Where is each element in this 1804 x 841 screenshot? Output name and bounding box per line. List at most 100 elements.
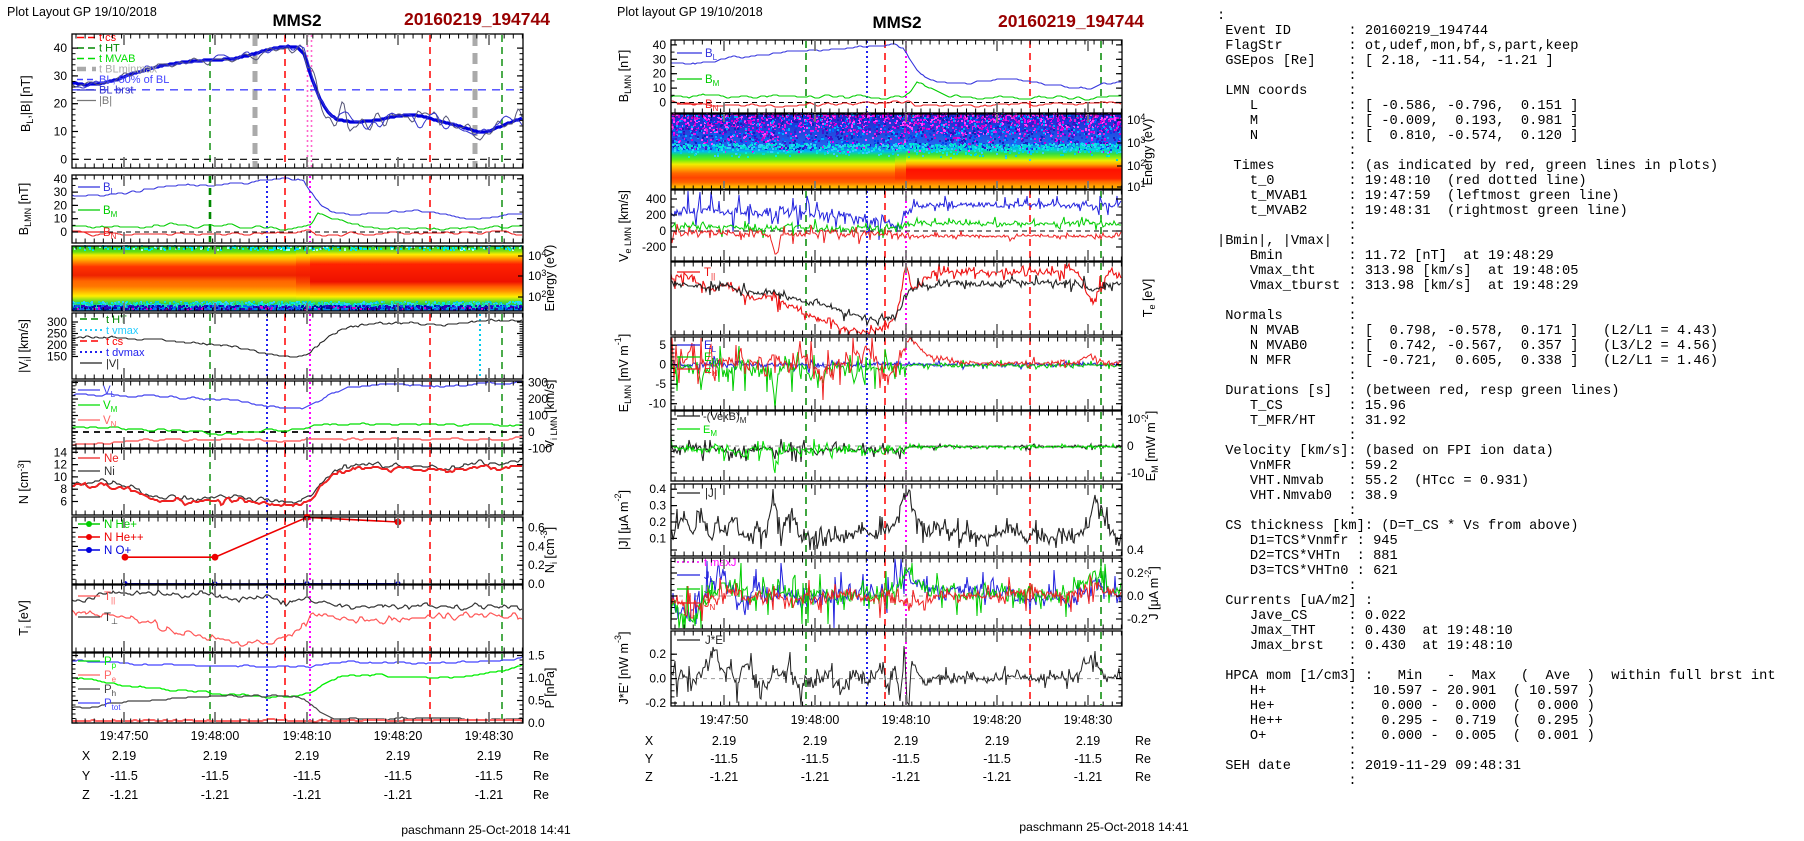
svg-text:-1.21: -1.21 [110, 788, 139, 802]
svg-text:0.2: 0.2 [1127, 566, 1144, 580]
svg-text:0.4: 0.4 [1127, 543, 1144, 557]
svg-text:t MVAB: t MVAB [99, 53, 135, 65]
svg-text:0: 0 [528, 425, 535, 439]
svg-text:2.19: 2.19 [112, 749, 136, 763]
svg-text:Y: Y [82, 769, 91, 783]
svg-text:Z: Z [82, 788, 90, 802]
svg-text:-1.21: -1.21 [1074, 770, 1103, 784]
svg-text:BL, 50% of BL: BL, 50% of BL [99, 74, 169, 86]
svg-text:-10: -10 [649, 397, 667, 411]
svg-text:0.0: 0.0 [528, 577, 545, 591]
svg-text:20: 20 [54, 97, 68, 111]
svg-text:X: X [82, 749, 91, 763]
svg-text:0.4: 0.4 [528, 539, 545, 553]
svg-text:0.4: 0.4 [649, 482, 666, 496]
svg-text:200: 200 [646, 208, 666, 222]
svg-text:t maxJ: t maxJ [704, 557, 736, 569]
svg-text:-0.2: -0.2 [645, 696, 666, 710]
svg-text:J*E': J*E' [705, 635, 725, 647]
svg-text:200: 200 [528, 392, 548, 406]
svg-text:0.2: 0.2 [649, 647, 666, 661]
svg-text:300: 300 [47, 315, 67, 329]
svg-text:-0.2: -0.2 [1127, 612, 1148, 626]
svg-text:Plot Layout GP 19/10/2018: Plot Layout GP 19/10/2018 [7, 5, 157, 19]
svg-text:1.0: 1.0 [528, 671, 545, 685]
svg-text:0.0: 0.0 [1127, 589, 1144, 603]
svg-text:X: X [645, 734, 654, 748]
svg-text:-11.5: -11.5 [110, 769, 138, 783]
svg-text:Re: Re [1135, 734, 1151, 748]
svg-text:300: 300 [528, 376, 548, 390]
svg-text:0.1: 0.1 [649, 531, 666, 545]
svg-text:-1.21: -1.21 [201, 788, 230, 802]
svg-text:10: 10 [54, 125, 68, 139]
svg-text:0.2: 0.2 [649, 515, 666, 529]
svg-text:Re: Re [1135, 770, 1151, 784]
svg-text:2.19: 2.19 [477, 749, 501, 763]
svg-text:Re: Re [533, 788, 549, 802]
svg-text:20160219_194744: 20160219_194744 [998, 11, 1144, 31]
svg-text:5: 5 [659, 338, 666, 352]
svg-text:Y: Y [645, 752, 654, 766]
svg-text:|J|: |J| [705, 488, 717, 500]
svg-text:30: 30 [54, 185, 68, 199]
svg-text:ELMN [mV m-1]: ELMN [mV m-1] [613, 334, 633, 412]
svg-text:10: 10 [54, 470, 68, 484]
svg-text:Te [eV]: Te [eV] [1141, 279, 1157, 317]
svg-text:19:48:10: 19:48:10 [283, 729, 332, 743]
svg-text:10: 10 [54, 212, 68, 226]
svg-text:0: 0 [659, 96, 666, 110]
svg-text:0: 0 [60, 152, 67, 166]
svg-text:-1.21: -1.21 [801, 770, 830, 784]
svg-text:t HT: t HT [99, 43, 120, 55]
svg-text:N He+: N He+ [104, 519, 137, 531]
svg-text:30: 30 [54, 69, 68, 83]
svg-text:Ne: Ne [104, 453, 119, 465]
svg-text:0.5: 0.5 [528, 694, 545, 708]
svg-text:19:47:50: 19:47:50 [100, 729, 149, 743]
svg-text:40: 40 [54, 172, 68, 186]
svg-text:19:48:00: 19:48:00 [791, 713, 840, 727]
svg-text:200: 200 [47, 338, 67, 352]
svg-text:20160219_194744: 20160219_194744 [404, 9, 550, 29]
svg-text:-1.21: -1.21 [983, 770, 1012, 784]
svg-text:t BLminmax: t BLminmax [99, 64, 158, 76]
svg-text:19:47:50: 19:47:50 [700, 713, 749, 727]
svg-text:Re: Re [533, 749, 549, 763]
svg-text:10: 10 [653, 81, 667, 95]
svg-text:2.19: 2.19 [386, 749, 410, 763]
svg-text:P [nPa]: P [nPa] [543, 668, 557, 709]
svg-text:BL brst: BL brst [99, 85, 133, 97]
svg-text:0: 0 [60, 225, 67, 239]
svg-text:Ni [cm-3]: Ni [cm-3] [539, 527, 559, 573]
svg-text:paschmann 25-Oct-2018 14:41: paschmann 25-Oct-2018 14:41 [401, 823, 571, 837]
svg-text:40: 40 [54, 41, 68, 55]
svg-text:Plot layout GP 19/10/2018: Plot layout GP 19/10/2018 [617, 5, 763, 19]
svg-text:400: 400 [646, 192, 666, 206]
svg-text:J*E' [nW m-3]: J*E' [nW m-3] [613, 632, 631, 705]
svg-text:t vmax: t vmax [106, 325, 139, 337]
svg-text:Energy (eV): Energy (eV) [1141, 119, 1155, 186]
svg-text:10: 10 [1127, 412, 1141, 426]
svg-text:20: 20 [54, 198, 68, 212]
svg-text:0.6: 0.6 [528, 521, 545, 535]
svg-text:19:48:30: 19:48:30 [465, 729, 514, 743]
svg-text:0.2: 0.2 [528, 558, 545, 572]
svg-text:Ti [eV]: Ti [eV] [17, 600, 33, 635]
svg-text:2.19: 2.19 [894, 734, 918, 748]
svg-text:Energy (eV): Energy (eV) [543, 245, 557, 312]
svg-text:-11.5: -11.5 [1074, 752, 1102, 766]
svg-text:J [μA m-2]: J [μA m-2] [1143, 566, 1161, 619]
svg-text:2.19: 2.19 [295, 749, 319, 763]
svg-text:2.19: 2.19 [985, 734, 1009, 748]
svg-text:-11.5: -11.5 [201, 769, 229, 783]
svg-text:T||: T|| [104, 591, 115, 605]
svg-text:MMS2: MMS2 [272, 11, 321, 30]
svg-text:-11.5: -11.5 [293, 769, 321, 783]
svg-text:MMS2: MMS2 [872, 13, 921, 32]
svg-text:6: 6 [60, 495, 67, 509]
svg-text:BL,|B| [nT]: BL,|B| [nT] [19, 75, 35, 132]
svg-text:-5: -5 [655, 377, 666, 391]
svg-text:T||: T|| [704, 267, 715, 281]
svg-text:19:48:10: 19:48:10 [882, 713, 931, 727]
